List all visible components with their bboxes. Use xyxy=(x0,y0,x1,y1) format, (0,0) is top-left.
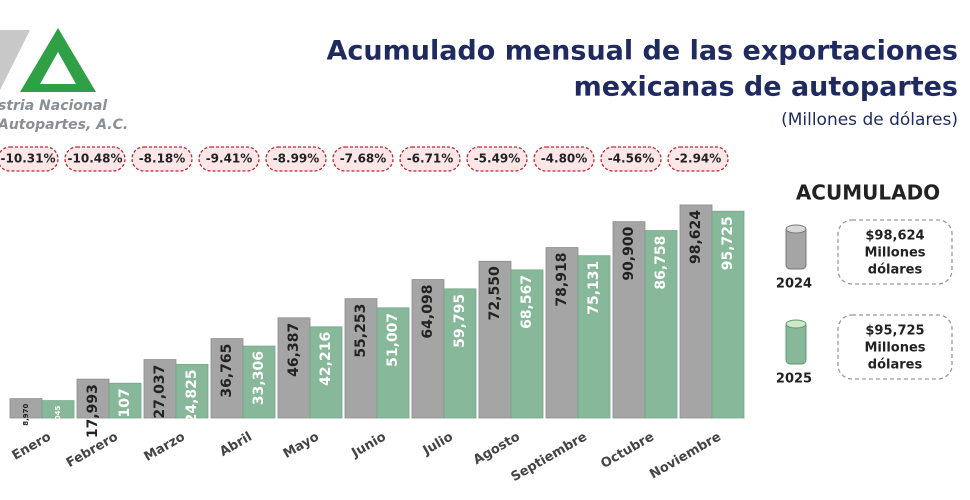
bar xyxy=(644,230,678,419)
legend-label: 2025 xyxy=(776,372,812,387)
bar xyxy=(277,317,311,419)
bar xyxy=(309,326,343,419)
value-label: 75,131 xyxy=(586,261,602,315)
x-tick-label: Agosto xyxy=(471,429,523,468)
summary-unit: dólares xyxy=(868,263,923,278)
bar xyxy=(411,279,445,419)
logo: stria Nacional Autopartes, A.C. xyxy=(0,28,128,133)
summary-box xyxy=(837,219,953,285)
value-label: 24,825 xyxy=(184,369,200,423)
value-label: 55,253 xyxy=(353,304,369,358)
value-label: 72,550 xyxy=(487,266,503,320)
change-label: -7.68% xyxy=(340,152,387,166)
value-label: 8,045 xyxy=(54,406,62,428)
change-pill xyxy=(533,146,595,172)
value-label: 95,725 xyxy=(720,216,736,270)
x-tick-label: Noviembre xyxy=(647,429,724,482)
x-tick-label: Marzo xyxy=(142,429,188,464)
value-label: 16,107 xyxy=(117,388,133,442)
bar xyxy=(711,210,745,419)
value-label: 86,758 xyxy=(653,236,669,290)
change-label: -9.41% xyxy=(206,152,253,166)
change-pill xyxy=(399,146,461,172)
change-label: -8.99% xyxy=(273,152,320,166)
bar xyxy=(577,255,611,419)
value-label: 8,970 xyxy=(22,404,30,426)
value-label: 78,918 xyxy=(554,253,570,307)
value-label: 68,567 xyxy=(519,275,535,329)
summary-unit: Millones xyxy=(864,341,925,356)
x-tick-label: Mayo xyxy=(281,429,322,461)
value-label: 33,306 xyxy=(251,351,267,405)
value-label: 59,795 xyxy=(452,294,468,348)
summary-amount: $95,725 xyxy=(865,324,924,339)
bar xyxy=(612,221,646,419)
bar xyxy=(545,247,579,419)
bar xyxy=(108,382,142,419)
change-pill xyxy=(600,146,662,172)
change-pill xyxy=(131,146,193,172)
summary-box xyxy=(837,314,953,380)
summary-unit: Millones xyxy=(864,246,925,261)
change-label: -8.18% xyxy=(139,152,186,166)
value-label: 46,387 xyxy=(286,323,302,377)
x-tick-label: Septiembre xyxy=(509,429,590,485)
logo-text: stria Nacional xyxy=(0,98,107,114)
change-label: -10.48% xyxy=(68,152,123,166)
change-pill xyxy=(0,146,59,172)
logo-text: Autopartes, A.C. xyxy=(0,117,128,133)
bar xyxy=(478,260,512,419)
x-tick-label: Octubre xyxy=(598,429,657,471)
logo-shape xyxy=(40,52,76,84)
change-label: -4.56% xyxy=(608,152,655,166)
x-tick-label: Abril xyxy=(217,430,255,460)
summary-unit: dólares xyxy=(868,358,923,373)
change-pill xyxy=(265,146,327,172)
change-pill xyxy=(667,146,729,172)
bar xyxy=(242,345,276,419)
change-label: -10.31% xyxy=(1,152,56,166)
bar xyxy=(376,307,410,419)
x-tick-label: Julio xyxy=(420,429,456,458)
value-label: 98,624 xyxy=(688,210,704,264)
change-pill xyxy=(332,146,394,172)
value-label: 36,765 xyxy=(219,344,235,398)
x-tick-label: Enero xyxy=(10,429,54,463)
change-label: -2.94% xyxy=(675,152,722,166)
change-label: -5.49% xyxy=(474,152,521,166)
summary-amount: $98,624 xyxy=(865,229,924,244)
bar xyxy=(344,298,378,419)
bar xyxy=(679,204,713,419)
change-label: -4.80% xyxy=(541,152,588,166)
summary-title: ACUMULADO xyxy=(796,181,940,205)
value-label: 17,993 xyxy=(85,384,101,438)
logo-shape xyxy=(0,30,30,90)
chart-title: Acumulado mensual de las exportaciones xyxy=(326,36,958,67)
chart-subtitle: (Millones de dólares) xyxy=(781,110,958,130)
change-label: -6.71% xyxy=(407,152,454,166)
legend-swatch xyxy=(785,319,807,329)
value-label: 64,098 xyxy=(420,285,436,339)
bar xyxy=(510,269,544,419)
bar xyxy=(443,288,477,419)
value-label: 90,900 xyxy=(621,226,637,280)
chart-title: mexicanas de autopartes xyxy=(574,72,958,103)
x-tick-label: Junio xyxy=(349,429,389,461)
change-pill xyxy=(64,146,126,172)
value-label: 42,216 xyxy=(318,332,334,386)
legend-swatch xyxy=(785,224,807,234)
value-label: 27,037 xyxy=(152,365,168,419)
bar xyxy=(175,363,209,419)
value-label: 51,007 xyxy=(385,313,401,367)
bar xyxy=(143,359,177,419)
change-pill xyxy=(466,146,528,172)
change-pill xyxy=(198,146,260,172)
bar xyxy=(41,400,75,419)
legend-label: 2024 xyxy=(776,277,812,292)
